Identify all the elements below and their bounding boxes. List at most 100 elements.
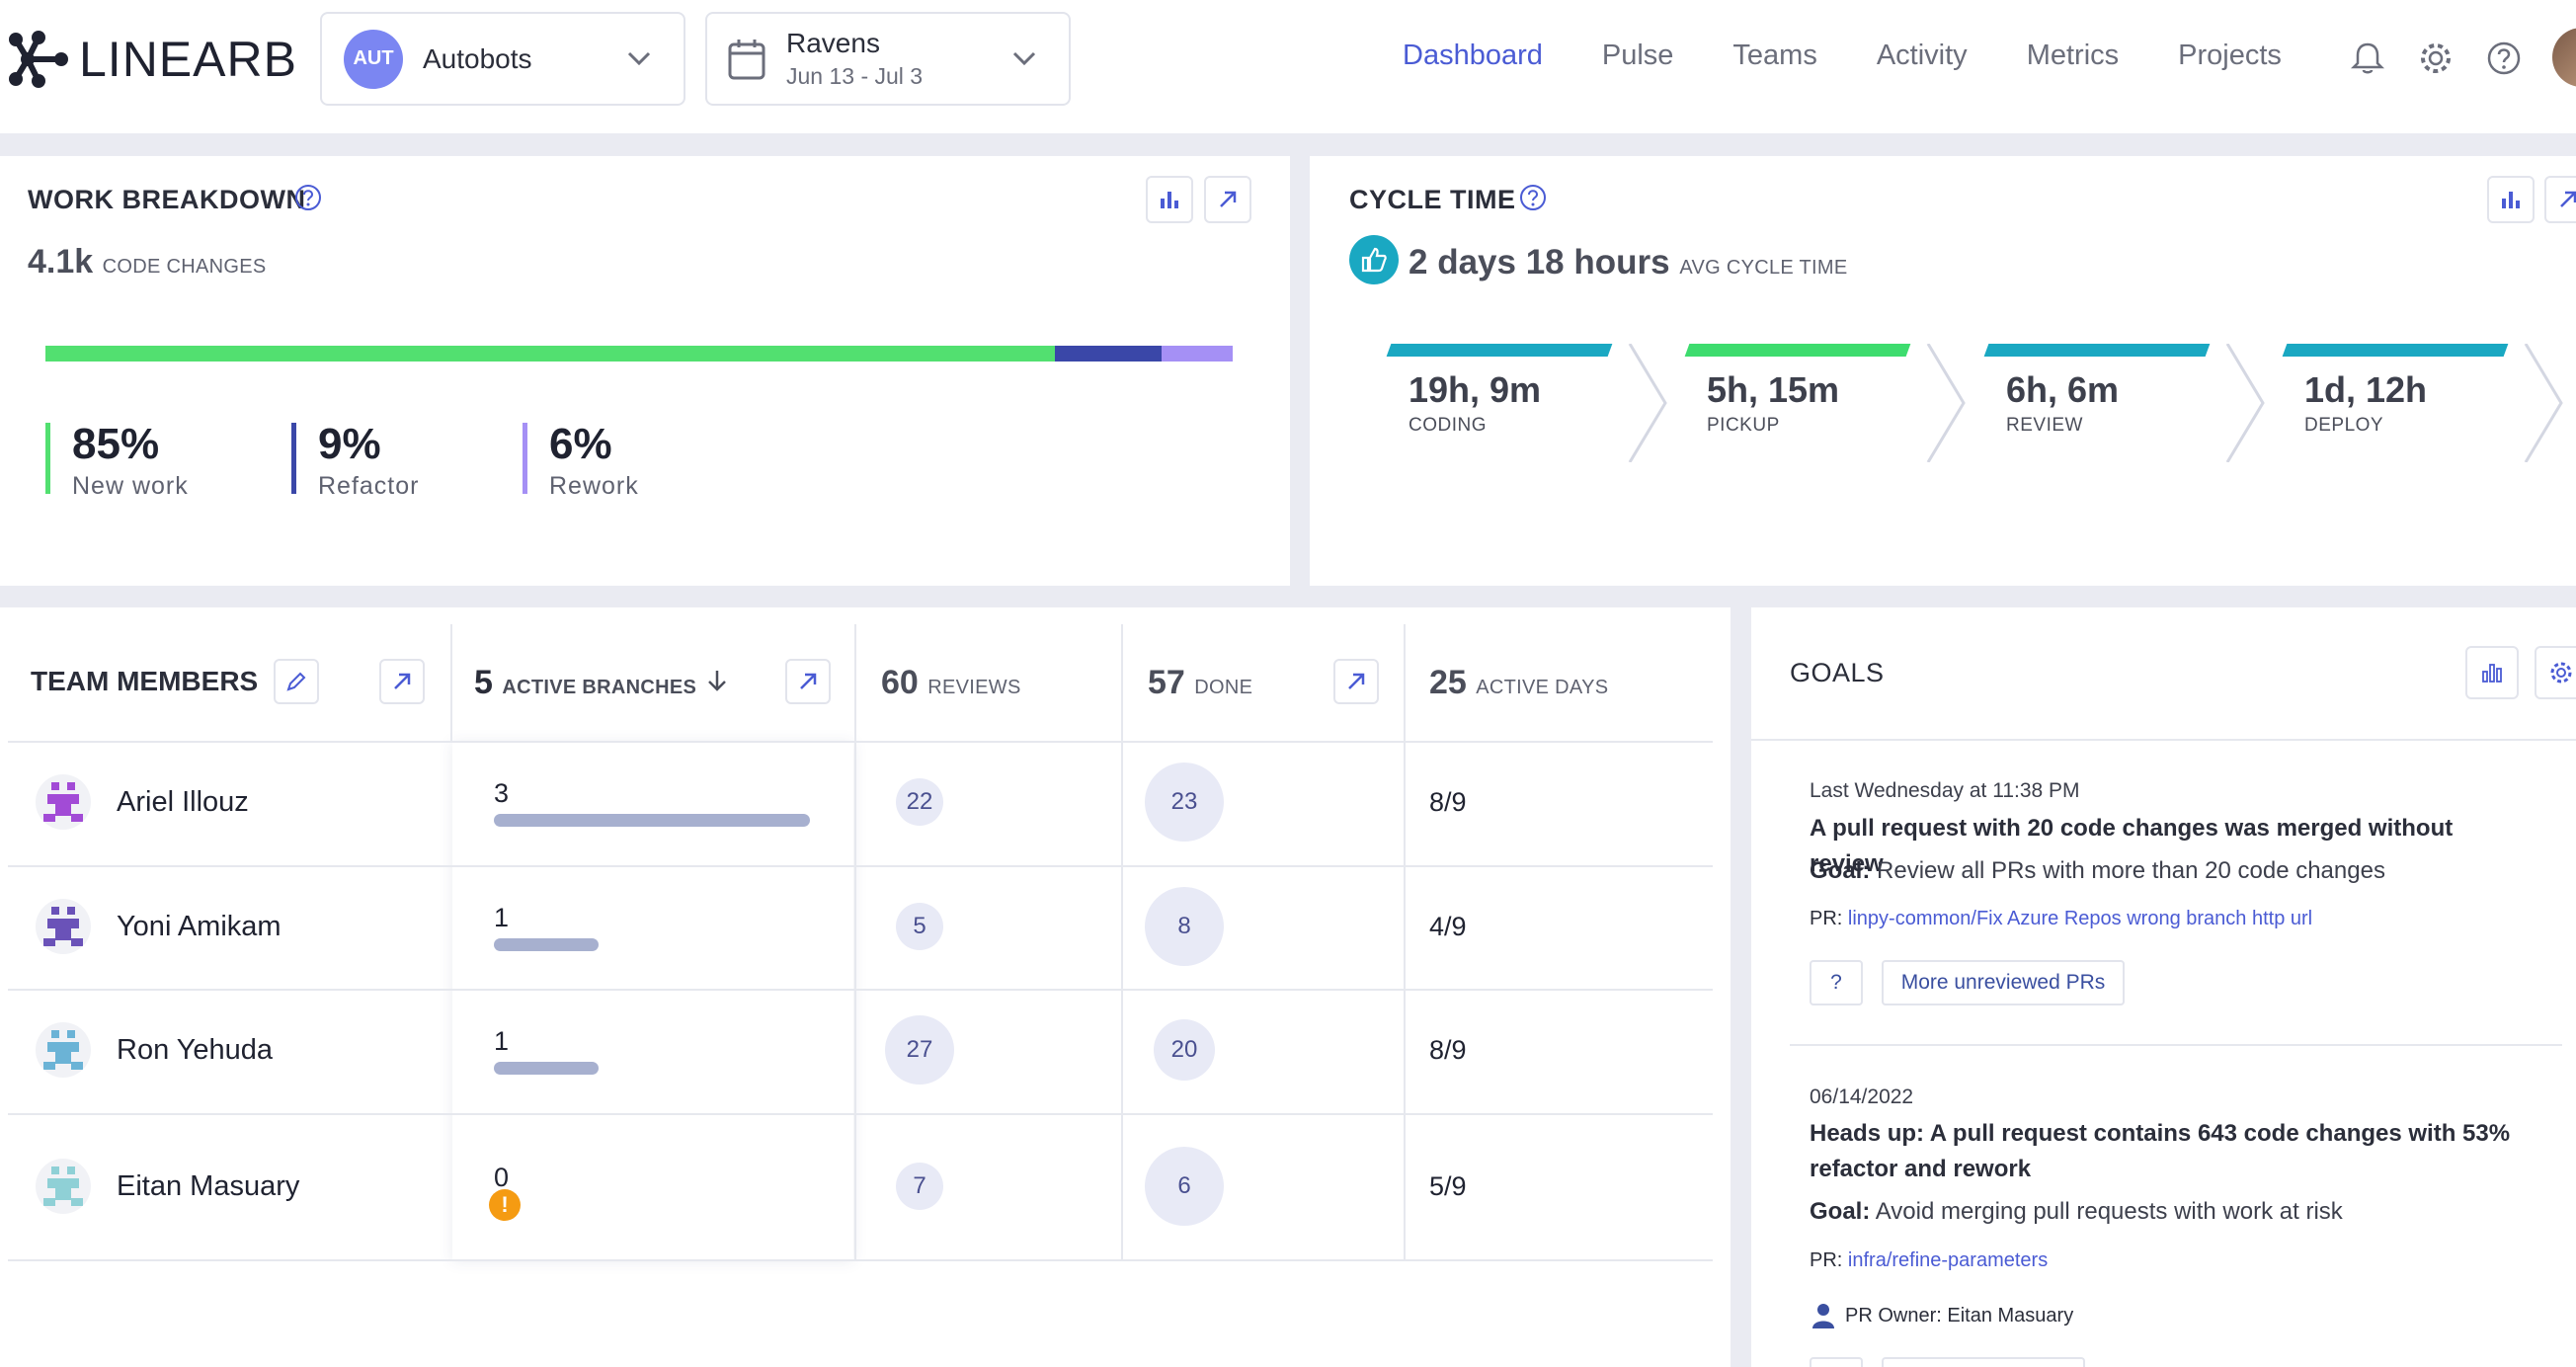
reviews-header: 60 REVIEWS — [881, 664, 1021, 702]
goal-description: Goal: Avoid merging pull requests with w… — [1810, 1198, 2343, 1226]
branch-bar — [494, 1062, 599, 1075]
done-bubble[interactable]: 8 — [1145, 887, 1224, 966]
active-days-header: 25 ACTIVE DAYS — [1429, 664, 1608, 702]
goal-description: Goal: Review all PRs with more than 20 c… — [1810, 857, 2385, 885]
pr-link[interactable]: linpy-common/Fix Azure Repos wrong branc… — [1847, 908, 2313, 929]
work-breakdown-segment[interactable] — [1161, 346, 1233, 362]
more-unreviewed-prs-button[interactable]: More unreviewed PRs — [1882, 960, 2125, 1005]
expand-branches-button[interactable] — [785, 659, 831, 704]
branch-bar — [494, 938, 599, 951]
cycle-step-review[interactable]: 6h, 6m REVIEW — [1983, 344, 2283, 462]
member-cell[interactable]: Ron Yehuda — [36, 1022, 273, 1078]
avg-cycle-time: 2 days 18 hours AVG CYCLE TIME — [1409, 243, 1847, 282]
chevron-right-icon — [1628, 344, 1667, 462]
expand-team-button[interactable] — [379, 659, 425, 704]
row-divider — [8, 865, 1713, 867]
goals-chart-button[interactable] — [2465, 646, 2519, 699]
goal-text: Avoid merging pull requests with work at… — [1875, 1198, 2343, 1225]
arrow-up-right-icon — [1348, 673, 1365, 689]
goal-title[interactable]: A pull request with 20 code changes was … — [1810, 815, 2454, 877]
code-changes-value: 4.1k — [28, 243, 94, 281]
work-breakdown-segment[interactable] — [45, 346, 1055, 362]
member-cell[interactable]: Eitan Masuary — [36, 1159, 299, 1214]
cycle-step-label: CODING — [1409, 415, 1487, 436]
person-icon — [1812, 1304, 1834, 1328]
linearb-logo[interactable]: LINEARB — [8, 30, 297, 89]
team-selector[interactable]: AUT Autobots — [320, 12, 685, 106]
chevron-right-icon — [2225, 344, 2265, 462]
cycle-step-pickup[interactable]: 5h, 15m PICKUP — [1684, 344, 1983, 462]
avatar — [36, 774, 91, 830]
help-icon[interactable] — [2485, 40, 2523, 77]
member-cell[interactable]: Ariel Illouz — [36, 774, 249, 830]
bell-icon[interactable] — [2349, 40, 2386, 77]
cycle-step-deploy[interactable]: 1d, 12h DEPLOY — [2282, 344, 2576, 462]
done-bubble[interactable]: 6 — [1145, 1147, 1224, 1226]
rework-value: 6% — [549, 420, 612, 468]
expand-done-button[interactable] — [1333, 659, 1379, 704]
member-name: Ariel Illouz — [117, 785, 249, 818]
avatar — [36, 1159, 91, 1214]
reviews-bubble[interactable]: 7 — [896, 1163, 943, 1210]
cycle-step-coding[interactable]: 19h, 9m CODING — [1386, 344, 1685, 462]
done-header: 57 DONE — [1148, 664, 1252, 702]
chart-view-button[interactable] — [1146, 176, 1193, 223]
gear-icon[interactable] — [2417, 40, 2455, 77]
cycle-time-title: CYCLE TIME — [1349, 185, 1516, 214]
top-bar: LINEARB AUT Autobots Ravens Jun 13 - Jul… — [0, 0, 2576, 133]
reviews-bubble[interactable]: 22 — [896, 778, 943, 826]
reviews-count: 60 — [881, 664, 919, 701]
user-avatar[interactable] — [2552, 28, 2576, 87]
branch-bar — [494, 814, 810, 827]
active-days-value: 4/9 — [1429, 912, 1467, 941]
active-branches-header[interactable]: 5 ACTIVE BRANCHES — [474, 664, 728, 702]
goal-action-button[interactable] — [1882, 1357, 2085, 1367]
reviews-bubble[interactable]: 27 — [885, 1015, 954, 1085]
help-icon[interactable] — [293, 183, 323, 212]
nav-teams[interactable]: Teams — [1732, 40, 1817, 71]
member-cell[interactable]: Yoni Amikam — [36, 899, 282, 954]
goal-title[interactable]: Heads up: A pull request contains 643 co… — [1810, 1120, 2511, 1182]
rework-stat: 6% Rework — [523, 420, 639, 500]
sort-down-icon[interactable] — [706, 668, 728, 693]
goal-help-button[interactable]: ? — [1810, 960, 1863, 1005]
goal-pr: PR: infra/refine-parameters — [1810, 1249, 2048, 1272]
chart-view-button[interactable] — [2487, 176, 2535, 223]
expand-button[interactable] — [1204, 176, 1251, 223]
arrow-up-right-icon — [2560, 191, 2576, 207]
pr-link[interactable]: infra/refine-parameters — [1847, 1249, 2049, 1271]
code-changes-label: CODE CHANGES — [102, 256, 267, 278]
edit-team-button[interactable] — [274, 659, 319, 704]
branch-count: 3 — [494, 778, 510, 808]
team-members-title: TEAM MEMBERS — [31, 666, 259, 696]
row-divider — [8, 1259, 1713, 1261]
arrow-up-right-icon — [800, 673, 817, 689]
help-icon[interactable] — [1518, 183, 1548, 212]
avg-cycle-time-label: AVG CYCLE TIME — [1679, 257, 1848, 279]
nav-projects[interactable]: Projects — [2178, 40, 2282, 71]
date-range-selector[interactable]: Ravens Jun 13 - Jul 3 — [705, 12, 1071, 106]
cycle-step-value: 5h, 15m — [1707, 369, 1840, 410]
done-count: 57 — [1148, 664, 1185, 701]
work-breakdown-card — [0, 156, 1290, 586]
expand-button[interactable] — [2544, 176, 2576, 223]
chevron-right-icon — [1926, 344, 1966, 462]
chevron-down-icon — [627, 51, 651, 66]
goal-help-button[interactable] — [1810, 1357, 1863, 1367]
goals-settings-button[interactable] — [2535, 646, 2576, 699]
nav-pulse[interactable]: Pulse — [1601, 40, 1674, 71]
work-breakdown-segment[interactable] — [1054, 346, 1162, 362]
cycle-step-label: DEPLOY — [2304, 415, 2384, 436]
done-bubble[interactable]: 23 — [1145, 763, 1224, 842]
avatar — [36, 1022, 91, 1078]
nav-dashboard[interactable]: Dashboard — [1403, 40, 1543, 71]
reviews-bubble[interactable]: 5 — [896, 903, 943, 950]
work-breakdown-title: WORK BREAKDOWN — [28, 185, 306, 214]
branch-count: 1 — [494, 903, 510, 932]
goal-date: Last Wednesday at 11:38 PM — [1810, 779, 2080, 802]
done-bubble[interactable]: 20 — [1154, 1019, 1215, 1081]
cycle-step-bar — [1386, 344, 1613, 357]
nav-activity[interactable]: Activity — [1876, 40, 1968, 71]
nav-metrics[interactable]: Metrics — [2026, 40, 2120, 71]
reviews-label: REVIEWS — [927, 677, 1021, 698]
